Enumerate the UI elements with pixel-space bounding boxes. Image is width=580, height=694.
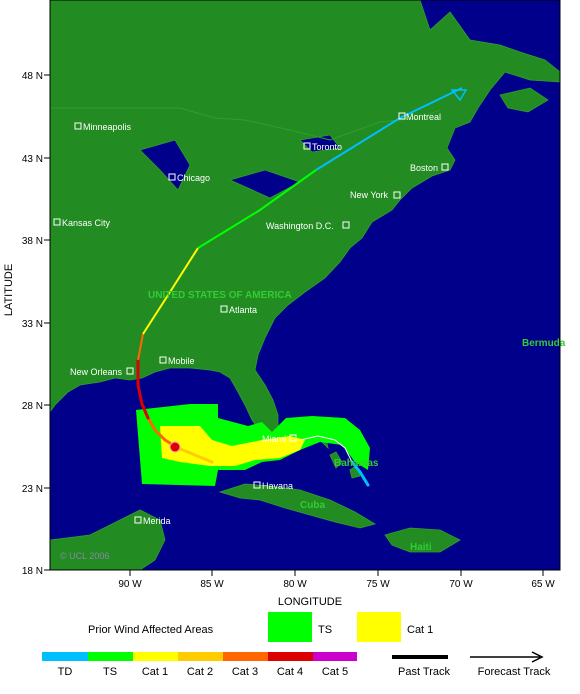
city-mobile: Mobile [159,356,195,366]
city-minneapolis: Minneapolis [74,122,132,132]
svg-text:Montreal: Montreal [406,112,441,122]
city-new-orleans: New Orleans [70,367,134,377]
city-boston: Boston [410,163,449,173]
cuba-land [218,483,377,529]
svg-text:Boston: Boston [410,163,438,173]
svg-text:Atlanta: Atlanta [229,305,257,315]
svg-text:80 W: 80 W [283,579,307,590]
svg-text:Miami: Miami [262,434,286,444]
prior-wind-legend: Prior Wind Affected Areas TS Cat 1 [88,612,433,642]
label-cuba: Cuba [300,500,325,511]
intensity-scale: TD TS Cat 1 Cat 2 Cat 3 Cat 4 Cat 5 [42,652,357,678]
city-merida: Merida [134,516,171,526]
svg-text:Mobile: Mobile [168,356,195,366]
forecast-arrowhead-icon [531,651,544,663]
label-usa: UNITED STATES OF AMERICA [148,290,292,301]
svg-text:Minneapolis: Minneapolis [83,122,132,132]
map-frame [49,0,561,571]
svg-text:New York: New York [350,190,389,200]
city-miami: Miami [262,434,297,444]
svg-text:90 W: 90 W [118,579,142,590]
svg-text:23 N: 23 N [22,484,43,495]
past-track [136,358,370,487]
svg-text:Havana: Havana [262,481,293,491]
maritimes-land [499,87,549,113]
svg-text:18 N: 18 N [22,566,43,577]
svg-text:38 N: 38 N [22,236,43,247]
city-kansas-city: Kansas City [53,218,111,228]
svg-text:28 N: 28 N [22,401,43,412]
city-toronto: Toronto [303,142,342,152]
x-axis-label: LONGITUDE [278,596,342,608]
svg-text:Cat 5: Cat 5 [322,666,348,678]
city-atlanta: Atlanta [220,305,257,315]
city-new-york: New York [350,190,401,200]
svg-text:New Orleans: New Orleans [70,367,123,377]
svg-text:75 W: 75 W [366,579,390,590]
svg-text:TD: TD [58,666,73,678]
svg-text:85 W: 85 W [200,579,224,590]
svg-text:48 N: 48 N [22,71,43,82]
ts-swatch [268,612,312,642]
svg-text:TS: TS [103,666,117,678]
track-legend: Past Track Forecast Track [392,651,551,678]
svg-text:Cat 1: Cat 1 [142,666,168,678]
ts-legend-label: TS [318,624,332,636]
svg-text:Kansas City: Kansas City [62,218,111,228]
political-borders [50,107,441,141]
label-bermuda: Bermuda [522,338,566,349]
latitude-axis: 48 N 43 N 38 N 33 N 28 N 23 N 18 N [22,71,50,577]
cat1-swatch [357,612,401,642]
svg-text:Cat 3: Cat 3 [232,666,258,678]
prior-wind-title: Prior Wind Affected Areas [88,624,214,636]
forecast-track [137,87,468,361]
svg-text:Cat 2: Cat 2 [187,666,213,678]
svg-text:Past Track: Past Track [398,666,450,678]
svg-text:Forecast Track: Forecast Track [478,666,551,678]
cat1-legend-label: Cat 1 [407,624,433,636]
longitude-axis: 90 W 85 W 80 W 75 W 70 W 65 W [118,570,555,590]
city-washington: Washington D.C. [266,221,350,231]
country-labels: UNITED STATES OF AMERICA Cuba Bahamas Ha… [148,290,566,553]
copyright-text: © UCL 2006 [60,551,109,561]
label-haiti: Haiti [410,542,432,553]
city-havana: Havana [253,481,293,491]
cities: Minneapolis Chicago Kansas City Toronto … [53,112,449,526]
svg-text:Chicago: Chicago [177,173,210,183]
city-chicago: Chicago [168,173,210,183]
city-montreal: Montreal [398,112,441,122]
svg-text:Cat 4: Cat 4 [277,666,303,678]
label-bahamas: Bahamas [334,458,379,469]
svg-text:65 W: 65 W [531,579,555,590]
north-america-land [49,0,561,441]
svg-text:43 N: 43 N [22,154,43,165]
svg-text:Toronto: Toronto [312,142,342,152]
svg-text:Merida: Merida [143,516,171,526]
svg-text:33 N: 33 N [22,319,43,330]
svg-text:Washington D.C.: Washington D.C. [266,221,334,231]
hispaniola-land [384,527,461,553]
svg-text:70 W: 70 W [449,579,473,590]
y-axis-label: LATITUDE [3,264,15,316]
storm-center-marker [169,441,181,453]
land-masses [49,0,561,571]
forecast-arrow-icon [450,89,468,102]
